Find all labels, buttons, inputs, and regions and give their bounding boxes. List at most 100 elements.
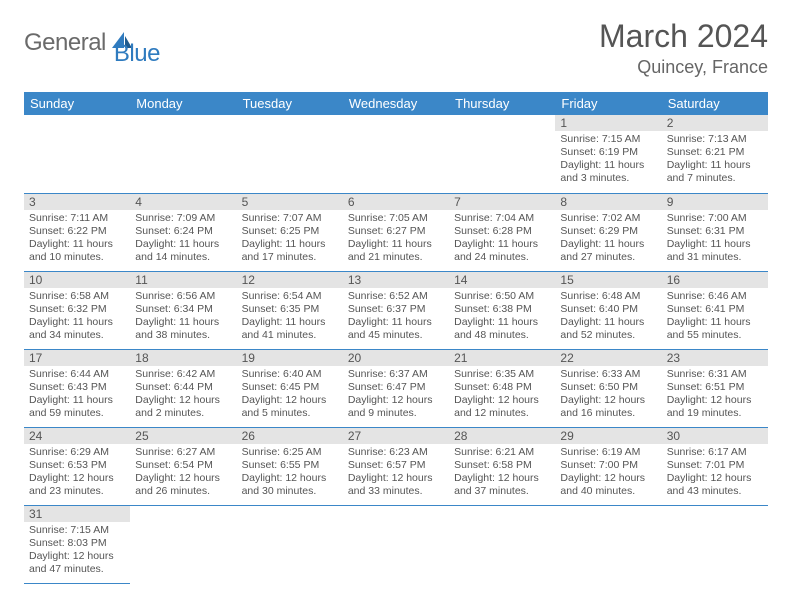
calendar-cell: 8Sunrise: 7:02 AMSunset: 6:29 PMDaylight… xyxy=(555,193,661,271)
calendar-cell xyxy=(343,505,449,583)
calendar-row: 10Sunrise: 6:58 AMSunset: 6:32 PMDayligh… xyxy=(24,271,768,349)
day-details: Sunrise: 6:52 AMSunset: 6:37 PMDaylight:… xyxy=(343,288,449,347)
day-details: Sunrise: 7:11 AMSunset: 6:22 PMDaylight:… xyxy=(24,210,130,269)
day-details: Sunrise: 6:56 AMSunset: 6:34 PMDaylight:… xyxy=(130,288,236,347)
weekday-header: Saturday xyxy=(662,92,768,115)
day-number: 26 xyxy=(237,428,343,444)
calendar-cell: 30Sunrise: 6:17 AMSunset: 7:01 PMDayligh… xyxy=(662,427,768,505)
calendar-cell: 23Sunrise: 6:31 AMSunset: 6:51 PMDayligh… xyxy=(662,349,768,427)
day-number: 20 xyxy=(343,350,449,366)
day-number: 11 xyxy=(130,272,236,288)
day-number: 18 xyxy=(130,350,236,366)
calendar-cell: 12Sunrise: 6:54 AMSunset: 6:35 PMDayligh… xyxy=(237,271,343,349)
calendar-cell: 4Sunrise: 7:09 AMSunset: 6:24 PMDaylight… xyxy=(130,193,236,271)
day-details: Sunrise: 6:58 AMSunset: 6:32 PMDaylight:… xyxy=(24,288,130,347)
title-block: March 2024 Quincey, France xyxy=(599,18,768,78)
logo-text-blue: Blue xyxy=(114,40,160,68)
day-number: 13 xyxy=(343,272,449,288)
day-number: 2 xyxy=(662,115,768,131)
day-number: 1 xyxy=(555,115,661,131)
calendar-cell: 13Sunrise: 6:52 AMSunset: 6:37 PMDayligh… xyxy=(343,271,449,349)
day-details: Sunrise: 6:48 AMSunset: 6:40 PMDaylight:… xyxy=(555,288,661,347)
day-details: Sunrise: 6:31 AMSunset: 6:51 PMDaylight:… xyxy=(662,366,768,425)
day-number: 29 xyxy=(555,428,661,444)
calendar-cell: 25Sunrise: 6:27 AMSunset: 6:54 PMDayligh… xyxy=(130,427,236,505)
calendar-row: 3Sunrise: 7:11 AMSunset: 6:22 PMDaylight… xyxy=(24,193,768,271)
day-number: 19 xyxy=(237,350,343,366)
calendar-cell xyxy=(237,505,343,583)
day-number: 5 xyxy=(237,194,343,210)
day-number: 4 xyxy=(130,194,236,210)
day-number: 24 xyxy=(24,428,130,444)
day-number: 12 xyxy=(237,272,343,288)
calendar-cell: 9Sunrise: 7:00 AMSunset: 6:31 PMDaylight… xyxy=(662,193,768,271)
calendar-cell: 5Sunrise: 7:07 AMSunset: 6:25 PMDaylight… xyxy=(237,193,343,271)
logo: General Blue xyxy=(24,18,160,68)
day-details: Sunrise: 6:25 AMSunset: 6:55 PMDaylight:… xyxy=(237,444,343,503)
day-number: 27 xyxy=(343,428,449,444)
logo-text-general: General xyxy=(24,29,106,57)
calendar-cell: 3Sunrise: 7:11 AMSunset: 6:22 PMDaylight… xyxy=(24,193,130,271)
calendar-cell: 18Sunrise: 6:42 AMSunset: 6:44 PMDayligh… xyxy=(130,349,236,427)
day-details: Sunrise: 6:50 AMSunset: 6:38 PMDaylight:… xyxy=(449,288,555,347)
calendar-cell: 16Sunrise: 6:46 AMSunset: 6:41 PMDayligh… xyxy=(662,271,768,349)
calendar-cell xyxy=(130,505,236,583)
calendar-cell: 24Sunrise: 6:29 AMSunset: 6:53 PMDayligh… xyxy=(24,427,130,505)
day-details: Sunrise: 6:44 AMSunset: 6:43 PMDaylight:… xyxy=(24,366,130,425)
header: General Blue March 2024 Quincey, France xyxy=(24,18,768,78)
day-details: Sunrise: 6:54 AMSunset: 6:35 PMDaylight:… xyxy=(237,288,343,347)
calendar-row: 17Sunrise: 6:44 AMSunset: 6:43 PMDayligh… xyxy=(24,349,768,427)
day-number: 9 xyxy=(662,194,768,210)
day-details: Sunrise: 7:07 AMSunset: 6:25 PMDaylight:… xyxy=(237,210,343,269)
day-details: Sunrise: 6:19 AMSunset: 7:00 PMDaylight:… xyxy=(555,444,661,503)
day-number: 28 xyxy=(449,428,555,444)
calendar-cell: 11Sunrise: 6:56 AMSunset: 6:34 PMDayligh… xyxy=(130,271,236,349)
day-details: Sunrise: 7:13 AMSunset: 6:21 PMDaylight:… xyxy=(662,131,768,190)
day-number: 8 xyxy=(555,194,661,210)
calendar-cell xyxy=(662,505,768,583)
day-details: Sunrise: 7:04 AMSunset: 6:28 PMDaylight:… xyxy=(449,210,555,269)
calendar-cell: 27Sunrise: 6:23 AMSunset: 6:57 PMDayligh… xyxy=(343,427,449,505)
calendar-cell: 10Sunrise: 6:58 AMSunset: 6:32 PMDayligh… xyxy=(24,271,130,349)
calendar-cell: 7Sunrise: 7:04 AMSunset: 6:28 PMDaylight… xyxy=(449,193,555,271)
day-number: 6 xyxy=(343,194,449,210)
day-details: Sunrise: 6:17 AMSunset: 7:01 PMDaylight:… xyxy=(662,444,768,503)
day-details: Sunrise: 6:23 AMSunset: 6:57 PMDaylight:… xyxy=(343,444,449,503)
weekday-header-row: SundayMondayTuesdayWednesdayThursdayFrid… xyxy=(24,92,768,115)
day-details: Sunrise: 6:35 AMSunset: 6:48 PMDaylight:… xyxy=(449,366,555,425)
calendar-cell: 26Sunrise: 6:25 AMSunset: 6:55 PMDayligh… xyxy=(237,427,343,505)
calendar-cell: 20Sunrise: 6:37 AMSunset: 6:47 PMDayligh… xyxy=(343,349,449,427)
day-details: Sunrise: 7:15 AMSunset: 6:19 PMDaylight:… xyxy=(555,131,661,190)
day-number: 10 xyxy=(24,272,130,288)
calendar-cell xyxy=(449,505,555,583)
day-details: Sunrise: 6:29 AMSunset: 6:53 PMDaylight:… xyxy=(24,444,130,503)
day-details: Sunrise: 6:27 AMSunset: 6:54 PMDaylight:… xyxy=(130,444,236,503)
calendar-cell xyxy=(555,505,661,583)
calendar-row: 1Sunrise: 7:15 AMSunset: 6:19 PMDaylight… xyxy=(24,115,768,193)
calendar-cell: 6Sunrise: 7:05 AMSunset: 6:27 PMDaylight… xyxy=(343,193,449,271)
day-number: 21 xyxy=(449,350,555,366)
day-number: 25 xyxy=(130,428,236,444)
calendar-row: 31Sunrise: 7:15 AMSunset: 8:03 PMDayligh… xyxy=(24,505,768,583)
location: Quincey, France xyxy=(599,57,768,78)
weekday-header: Thursday xyxy=(449,92,555,115)
weekday-header: Tuesday xyxy=(237,92,343,115)
calendar-cell: 17Sunrise: 6:44 AMSunset: 6:43 PMDayligh… xyxy=(24,349,130,427)
calendar-cell: 1Sunrise: 7:15 AMSunset: 6:19 PMDaylight… xyxy=(555,115,661,193)
day-details: Sunrise: 7:00 AMSunset: 6:31 PMDaylight:… xyxy=(662,210,768,269)
day-details: Sunrise: 6:33 AMSunset: 6:50 PMDaylight:… xyxy=(555,366,661,425)
calendar-body: 1Sunrise: 7:15 AMSunset: 6:19 PMDaylight… xyxy=(24,115,768,583)
calendar-cell: 22Sunrise: 6:33 AMSunset: 6:50 PMDayligh… xyxy=(555,349,661,427)
day-details: Sunrise: 6:42 AMSunset: 6:44 PMDaylight:… xyxy=(130,366,236,425)
day-number: 7 xyxy=(449,194,555,210)
calendar-cell: 19Sunrise: 6:40 AMSunset: 6:45 PMDayligh… xyxy=(237,349,343,427)
day-number: 22 xyxy=(555,350,661,366)
day-details: Sunrise: 7:02 AMSunset: 6:29 PMDaylight:… xyxy=(555,210,661,269)
calendar-cell xyxy=(449,115,555,193)
day-number: 14 xyxy=(449,272,555,288)
calendar-cell: 21Sunrise: 6:35 AMSunset: 6:48 PMDayligh… xyxy=(449,349,555,427)
day-number: 30 xyxy=(662,428,768,444)
calendar-cell xyxy=(343,115,449,193)
day-details: Sunrise: 6:21 AMSunset: 6:58 PMDaylight:… xyxy=(449,444,555,503)
calendar-cell xyxy=(130,115,236,193)
